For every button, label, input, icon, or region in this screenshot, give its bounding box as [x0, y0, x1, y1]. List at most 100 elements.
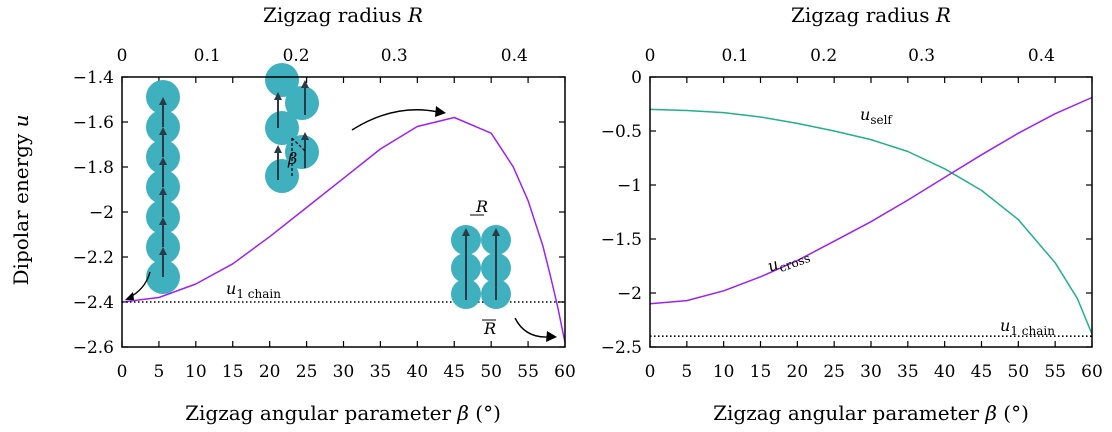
arrowhead-end — [546, 331, 557, 342]
right-x-ticks: 0 5 10 15 20 25 30 35 40 45 50 55 60 — [645, 77, 1103, 382]
x-tick-label: 60 — [554, 362, 576, 382]
x-tick-label: 35 — [370, 362, 392, 382]
top-tick-label: 0.3 — [381, 46, 408, 66]
arrowhead-peak — [435, 106, 446, 117]
y-tick-label: −1 — [617, 176, 642, 196]
x-tick-label: 5 — [154, 362, 165, 382]
x-tick-label: 20 — [259, 362, 281, 382]
x-tick-label: 55 — [1044, 362, 1066, 382]
y-tick-label: −1.4 — [73, 68, 114, 88]
top-tick-label: 0.2 — [810, 46, 837, 66]
x-tick-label: 35 — [897, 362, 919, 382]
dipole-arrowhead — [492, 228, 500, 236]
bead — [285, 135, 319, 169]
x-tick-label: 15 — [222, 362, 244, 382]
left-y-ticks: −1.4 −1.6 −1.8 −2 −2.2 −2.4 −2.6 — [73, 68, 565, 358]
y-tick-label: −1.6 — [73, 113, 114, 133]
left-plot-frame — [121, 76, 566, 348]
y-tick-label: −1.5 — [601, 230, 642, 250]
x-tick-label: 20 — [787, 362, 809, 382]
left-bottom-axis-title: Zigzag angular parameter β (°) — [185, 401, 501, 425]
y-tick-label: −1.8 — [73, 158, 114, 178]
series-line — [121, 116, 566, 343]
x-tick-label: 25 — [823, 362, 845, 382]
y-tick-label: −2 — [89, 203, 114, 223]
top-tick-label: 0 — [117, 46, 128, 66]
x-tick-label: 10 — [713, 362, 735, 382]
y-tick-label: 0 — [631, 68, 642, 88]
double-chain-illustration — [451, 214, 511, 321]
right-series — [649, 96, 1093, 337]
x-tick-label: 45 — [971, 362, 993, 382]
dipole-arrowhead — [159, 247, 167, 255]
series-line — [649, 96, 1093, 305]
y-tick-label: −2.5 — [601, 338, 642, 358]
right-panel: Zigzag radius R Zigzag angular parameter… — [601, 3, 1103, 425]
top-tick-label: 0.4 — [1028, 46, 1055, 66]
x-tick-label: 45 — [443, 362, 465, 382]
dipole-arrowhead — [159, 217, 167, 225]
x-tick-label: 0 — [117, 362, 128, 382]
dipole-arrowhead — [159, 157, 167, 165]
right-top-axis-title: Zigzag radius R — [791, 3, 951, 27]
u-cross-label: ucross — [765, 243, 812, 278]
dipole-arrowhead — [301, 80, 309, 88]
x-tick-label: 10 — [185, 362, 207, 382]
bead — [265, 63, 299, 97]
left-u1chain-label: u1 chain — [226, 279, 281, 301]
x-tick-label: 5 — [681, 362, 692, 382]
x-tick-label: 0 — [645, 362, 656, 382]
bead — [265, 159, 299, 193]
left-x-ticks: 0 5 10 15 20 25 30 35 40 45 50 55 60 — [117, 77, 576, 382]
y-tick-label: −2.2 — [73, 248, 114, 268]
y-tick-label: −2.4 — [73, 293, 114, 313]
x-tick-label: 60 — [1081, 362, 1103, 382]
series-line — [649, 108, 1093, 335]
right-plot-frame — [649, 76, 1093, 348]
left-y-axis-title: Dipolar energy u — [9, 115, 33, 286]
dipole-arrowhead — [301, 132, 309, 140]
top-tick-label: 0.1 — [194, 46, 221, 66]
straight-chain-illustration — [146, 80, 180, 294]
beta-label: β — [287, 149, 297, 168]
arrow-to-peak — [351, 109, 439, 131]
dipole-arrowhead — [159, 97, 167, 105]
x-tick-label: 50 — [480, 362, 502, 382]
x-tick-label: 30 — [860, 362, 882, 382]
right-top-ticks: 0 0.1 0.2 0.3 0.4 — [645, 46, 1055, 66]
x-tick-label: 25 — [296, 362, 318, 382]
x-tick-label: 40 — [407, 362, 429, 382]
x-tick-label: 55 — [517, 362, 539, 382]
left-top-axis-title: Zigzag radius R — [263, 3, 423, 27]
r-label-top: R — [475, 197, 488, 216]
beta-guide — [291, 137, 307, 153]
dipole-arrowhead — [159, 187, 167, 195]
bead — [265, 111, 299, 145]
u-self-label: uself — [860, 105, 893, 127]
x-tick-label: 50 — [1008, 362, 1030, 382]
top-tick-label: 0.3 — [908, 46, 935, 66]
y-tick-label: −2.6 — [73, 338, 114, 358]
top-tick-label: 0.4 — [501, 46, 528, 66]
y-tick-label: −0.5 — [601, 122, 642, 142]
x-tick-label: 40 — [934, 362, 956, 382]
dipole-arrowhead — [274, 145, 282, 153]
left-top-ticks: 0 0.1 0.2 0.3 0.4 — [117, 46, 528, 66]
y-tick-label: −2 — [617, 284, 642, 304]
dipole-arrowhead — [159, 127, 167, 135]
bead — [285, 86, 319, 120]
top-tick-label: 0 — [645, 46, 656, 66]
left-panel: Zigzag radius R Zigzag angular parameter… — [9, 3, 576, 425]
right-y-ticks: 0 −0.5 −1 −1.5 −2 −2.5 — [601, 68, 1092, 358]
top-tick-label: 0.1 — [721, 46, 748, 66]
right-u1chain-label: u1 chain — [1000, 316, 1055, 338]
dipole-arrowhead — [274, 92, 282, 100]
dipole-arrowhead — [462, 228, 470, 236]
top-tick-label: 0.2 — [283, 46, 310, 66]
r-label-bottom: R — [483, 319, 496, 338]
x-tick-label: 30 — [333, 362, 355, 382]
zigzag-chain-illustration — [265, 63, 319, 193]
arrow-to-end — [514, 317, 549, 338]
x-tick-label: 15 — [750, 362, 772, 382]
